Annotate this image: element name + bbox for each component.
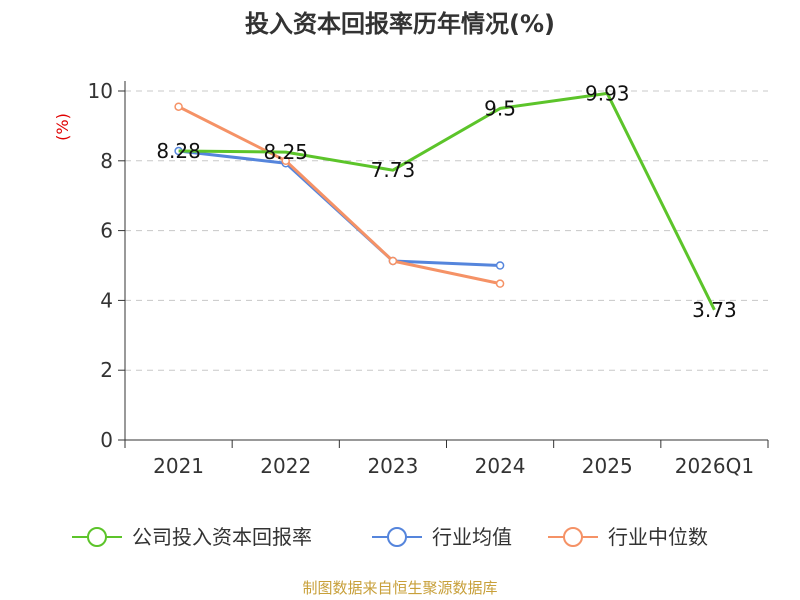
x-tick-label-2024: 2024 (475, 454, 526, 478)
x-tick-label-2025: 2025 (582, 454, 633, 478)
y-tick-label-0: 0 (100, 428, 113, 452)
series-point-2-1 (281, 156, 290, 166)
data-label-2021: 8.28 (156, 139, 201, 163)
y-tick-label-10: 10 (88, 79, 113, 103)
x-tick-label-2022: 2022 (260, 454, 311, 478)
y-tick-label-6: 6 (100, 219, 113, 243)
series-line-0 (178, 91, 716, 311)
data-label-2023: 7.73 (371, 158, 416, 182)
data-label-2026Q1: 3.73 (692, 298, 737, 322)
chart-title: 投入资本回报率历年情况(%) (245, 10, 555, 38)
legend-label-2: 行业中位数 (608, 525, 708, 549)
series-line-1 (178, 149, 501, 267)
data-label-2025: 9.93 (585, 81, 630, 105)
data-label-2024: 9.5 (484, 96, 516, 120)
series-point-2-2 (388, 256, 398, 266)
data-labels: 8.28 8.25 7.73 9.5 9.93 3.73 (156, 81, 736, 321)
legend-marker-2 (563, 527, 583, 547)
x-tick-label-2026Q1: 2026Q1 (675, 454, 754, 478)
data-source-note: 制图数据来自恒生聚源数据库 (302, 579, 497, 597)
gridlines (125, 90, 768, 371)
legend-item-2[interactable]: 行业中位数 (548, 525, 708, 549)
x-tick-label-2023: 2023 (367, 454, 418, 478)
y-tick-label-2: 2 (100, 358, 113, 382)
legend[interactable]: 公司投入资本回报率 行业均值 行业中位数 (72, 525, 708, 549)
y-tick-label-8: 8 (100, 149, 113, 173)
y-tick-label-4: 4 (100, 288, 113, 312)
legend-item-0[interactable]: 公司投入资本回报率 (72, 525, 312, 549)
legend-marker-1 (387, 527, 407, 547)
legend-label-0: 公司投入资本回报率 (132, 525, 312, 549)
series-point-1-3 (495, 261, 505, 270)
axes: 0 2 4 6 8 10 2021 2022 2023 2024 2025 2026Q1 (88, 79, 769, 478)
legend-label-1: 行业均值 (432, 525, 512, 549)
y-axis-unit: (%) (53, 113, 72, 141)
series-line-2 (177, 105, 501, 286)
x-tick-label-2021: 2021 (153, 454, 204, 478)
series-lines (174, 91, 716, 311)
data-label-2022: 8.25 (263, 140, 308, 164)
series-point-2-3 (495, 279, 505, 288)
series-point-2-0 (174, 102, 183, 111)
legend-item-1[interactable]: 行业均值 (372, 525, 512, 549)
legend-marker-0 (87, 527, 107, 547)
